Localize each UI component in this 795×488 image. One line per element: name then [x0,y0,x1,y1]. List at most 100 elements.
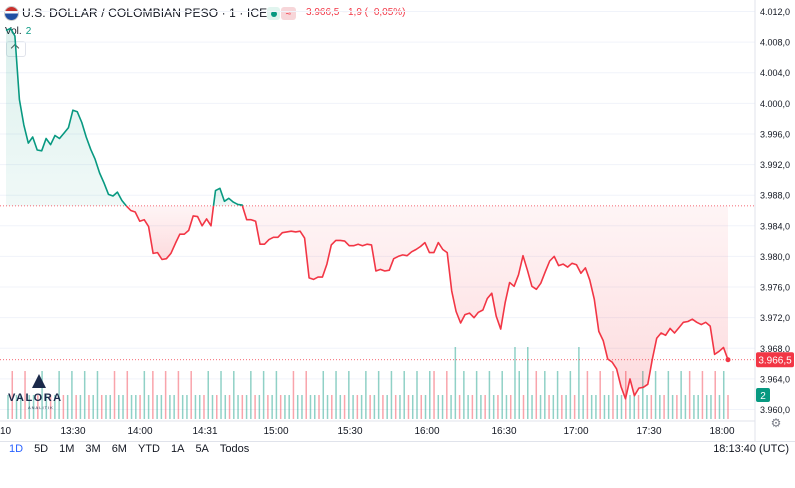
volume-bar [531,395,533,419]
logo-subtitle: ANALITIK [28,405,54,410]
range-5d[interactable]: 5D [34,443,49,455]
chart-header: U.S. DOLLAR / COLOMBIAN PESO · 1 · ICE ≈… [0,0,760,26]
volume-bar [254,395,256,419]
volume-bar [241,395,244,419]
x-tick-label: 10 [0,426,12,437]
y-tick-label: 3.992,0 [760,160,790,170]
volume-bar [565,395,567,419]
volume-bar [527,347,529,419]
y-tick-label: 3.980,0 [760,252,790,262]
volume-bar [667,371,670,419]
range-1d[interactable]: 1D [9,443,24,455]
line-below-ref [125,205,215,261]
volume-bar [54,395,56,419]
volume-bar [539,395,542,419]
y-tick-label: 3.960,0 [760,405,790,415]
flag-icon [4,6,19,21]
volume-bar [454,347,457,419]
volume-bar [446,371,448,419]
volume-bar [518,371,520,419]
volume-bar [578,347,580,419]
range-5a[interactable]: 5A [195,443,209,455]
range-selector: 1D 5D 1M 3M 6M YTD 1A 5A Todos [9,443,260,455]
volume-bar [684,395,687,419]
volume-bar [484,395,486,419]
range-todos[interactable]: Todos [219,443,250,455]
volume-bar [663,395,665,419]
volume-bar [573,395,576,419]
volume-bar [194,395,197,419]
utc-clock[interactable]: 18:13:40 (UTC) [713,443,789,455]
volume-bar [599,371,601,419]
volume-bar [603,395,606,419]
volume-bar [122,395,124,419]
volume-bar [701,371,704,419]
range-6m[interactable]: 6M [111,443,127,455]
x-tick-label: 13:30 [60,426,85,437]
volume-bar [642,371,644,419]
time-axis[interactable]: 10 13:30 14:00 14:31 15:00 15:30 16:00 16:30 17:… [0,426,735,437]
volume-bar [113,371,116,419]
range-1a[interactable]: 1A [170,443,185,455]
volume-bar [292,371,295,419]
volume-bar [301,395,303,419]
volume-bar [24,371,26,419]
volume-bar [386,395,388,419]
volume-bar [258,395,261,419]
volume-bar [394,395,397,419]
volume-bar [467,395,469,419]
volume-bar [11,371,14,419]
price-chart[interactable]: 4.012,0 4.008,0 4.004,0 4.000,0 3.996,0 3.992… [0,0,795,441]
volume-bar [420,395,423,419]
volume-bar [58,371,60,419]
logo-name: VALORA [8,392,63,404]
y-tick-label: 3.988,0 [760,191,790,201]
volume-bar [343,395,346,419]
market-status-icon[interactable] [267,7,280,20]
volume-bar [522,395,525,419]
volume-bar [373,395,376,419]
volume-bar [88,395,90,419]
x-tick-label: 15:30 [337,426,362,437]
x-tick-label: 18:00 [709,426,734,437]
volume-bar [83,371,86,419]
volume-bar [501,371,503,419]
range-1m[interactable]: 1M [59,443,75,455]
gear-icon[interactable]: ⚙ [770,416,782,430]
volume-bar [318,395,320,419]
volume-bar [509,395,512,419]
symbol-title[interactable]: U.S. DOLLAR / COLOMBIAN PESO · 1 · ICE [22,6,268,20]
price-line [5,27,729,400]
volume-bar [382,395,384,419]
line-below-ref [241,205,729,400]
volume-bar [288,395,290,419]
x-tick-label: 17:30 [636,426,661,437]
price-badge-label: 3.966,5 [758,355,792,366]
price-axis[interactable]: 4.012,0 4.008,0 4.004,0 4.000,0 3.996,0 3.992… [760,7,790,415]
volume-bar [659,395,661,419]
volume-bar [237,395,239,419]
volume-bar [109,395,111,419]
delay-badge[interactable]: ≈ [281,7,296,20]
volume-bar [211,395,214,419]
range-3m[interactable]: 3M [85,443,101,455]
volume-bar [369,395,371,419]
volume-bar [32,395,35,419]
volume-bar [309,395,312,419]
volume-bar [348,371,350,419]
volume-bar [595,395,597,419]
range-ytd[interactable]: YTD [137,443,160,455]
volume-bar [710,395,712,419]
volume-bar [186,395,188,419]
volume-bar [339,395,342,419]
y-tick-label: 4.004,0 [760,68,790,78]
volume-bar [156,395,158,419]
volume-bar [7,395,9,419]
volume-legend[interactable]: Vol. 2 [5,26,31,37]
volume-bar [535,371,538,419]
volume-bar [569,371,572,419]
line-above-ref [212,187,244,207]
volume-bar [722,371,725,419]
volume-bar [607,395,610,419]
volume-bar [15,395,18,419]
